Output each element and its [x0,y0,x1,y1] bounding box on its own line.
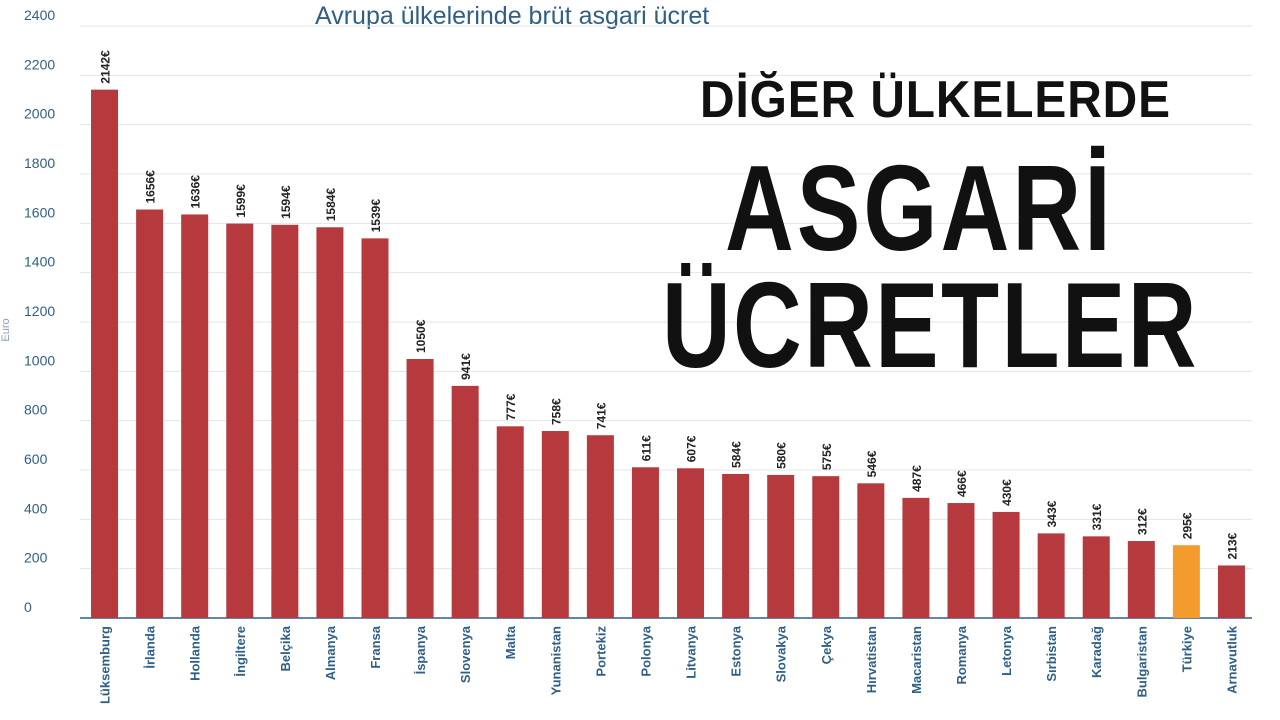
y-tick-label: 600 [24,451,48,467]
x-tick-label: Slovakya [774,625,789,682]
x-tick-label: Almanya [323,625,338,680]
x-tick-label: Bulgaristan [1134,626,1149,698]
x-tick-label: Türkiye [1179,626,1194,672]
x-tick-label: Belçika [278,625,293,671]
x-tick-label: Lüksemburg [98,626,113,704]
value-label: 546€ [865,450,879,477]
x-tick-label: İspanya [413,625,428,674]
value-label: 1656€ [144,170,158,204]
value-label: 1594€ [279,185,293,219]
bar [902,497,930,618]
y-tick-label: 2200 [24,56,55,72]
bar [857,483,885,618]
value-label: 312€ [1135,508,1149,535]
x-tick-label: Karadağ [1089,626,1104,678]
value-label: 607€ [685,435,699,462]
x-tick-label: Yunanistan [548,626,563,695]
value-label: 343€ [1045,500,1059,527]
bar [767,474,795,618]
bar [226,223,254,618]
headline-line-1: DİĞER ÜLKELERDE [700,71,1171,129]
x-tick-label: Malta [503,625,518,659]
x-tick-label: Letonya [999,625,1014,676]
x-tick-label: Fransa [368,625,383,668]
bar [316,227,344,618]
headline-line-2: ASGARİ [725,140,1114,276]
y-tick-label: 1600 [24,204,55,220]
value-label: 777€ [504,393,518,420]
value-label: 1539€ [369,199,383,233]
bar [496,426,524,618]
y-tick-label: 1400 [24,254,55,270]
value-label: 331€ [1090,503,1104,530]
x-tick-label: Hollanda [188,625,203,681]
value-label: 1599€ [234,184,248,218]
bar [541,431,569,618]
x-tick-label: Polonya [638,625,653,676]
y-tick-label: 2000 [24,106,55,122]
bar [91,89,119,618]
y-tick-label: 2400 [24,7,55,23]
value-label: 1050€ [414,319,428,353]
value-label: 611€ [639,435,653,461]
y-axis-label: Euro [0,318,12,341]
bar [136,209,164,618]
value-label: 584€ [730,441,744,468]
y-tick-label: 1000 [24,352,55,368]
headline-line-3: ÜCRETLER [662,257,1199,393]
y-tick-label: 400 [24,500,48,516]
value-label: 580€ [775,442,789,469]
bar [181,214,209,618]
value-label: 758€ [549,398,563,425]
bar [992,511,1020,618]
y-tick-label: 0 [24,599,32,615]
x-tick-label: Estonya [729,625,744,676]
bar [271,224,299,618]
bar [677,468,705,618]
bar [406,359,434,618]
value-label: 941€ [459,353,473,380]
y-tick-label: 1200 [24,303,55,319]
bar [1217,565,1245,618]
value-label: 575€ [820,443,834,470]
x-tick-label: Slovenya [458,625,473,683]
y-tick-label: 800 [24,402,48,418]
x-tick-label: Çekya [819,625,834,664]
bar [1037,533,1065,618]
value-label: 295€ [1180,512,1194,539]
x-tick-label: Litvanya [684,625,699,679]
chart-title: Avrupa ülkelerinde brüt asgari ücret [315,2,710,30]
value-label: 2142€ [99,50,113,84]
bar [812,476,840,618]
value-label: 430€ [1000,479,1014,506]
bar [1172,545,1200,618]
y-tick-label: 1800 [24,155,55,171]
bar [631,467,659,618]
bar [361,238,389,618]
value-label: 1636€ [189,175,203,209]
value-label: 741€ [594,402,608,429]
bar [722,473,750,618]
bar [1127,541,1155,618]
bar [586,435,614,618]
value-label: 1584€ [324,188,338,222]
x-tick-label: Hırvatistan [864,626,879,693]
x-tick-label: İngiltere [233,626,248,677]
x-tick-label: Arnavutluk [1224,625,1239,694]
y-tick-label: 200 [24,550,48,566]
value-label: 487€ [910,465,924,492]
x-tick-label: Portekiz [593,626,608,677]
x-tick-label: Romanya [954,625,969,684]
bar [947,503,975,618]
x-tick-label: Macaristan [909,626,924,694]
bar [1082,536,1110,618]
value-label: 466€ [955,470,969,497]
x-tick-label: İrlanda [143,625,158,668]
value-label: 213€ [1225,532,1239,559]
x-tick-label: Sırbistan [1044,626,1059,682]
bar [451,385,479,618]
